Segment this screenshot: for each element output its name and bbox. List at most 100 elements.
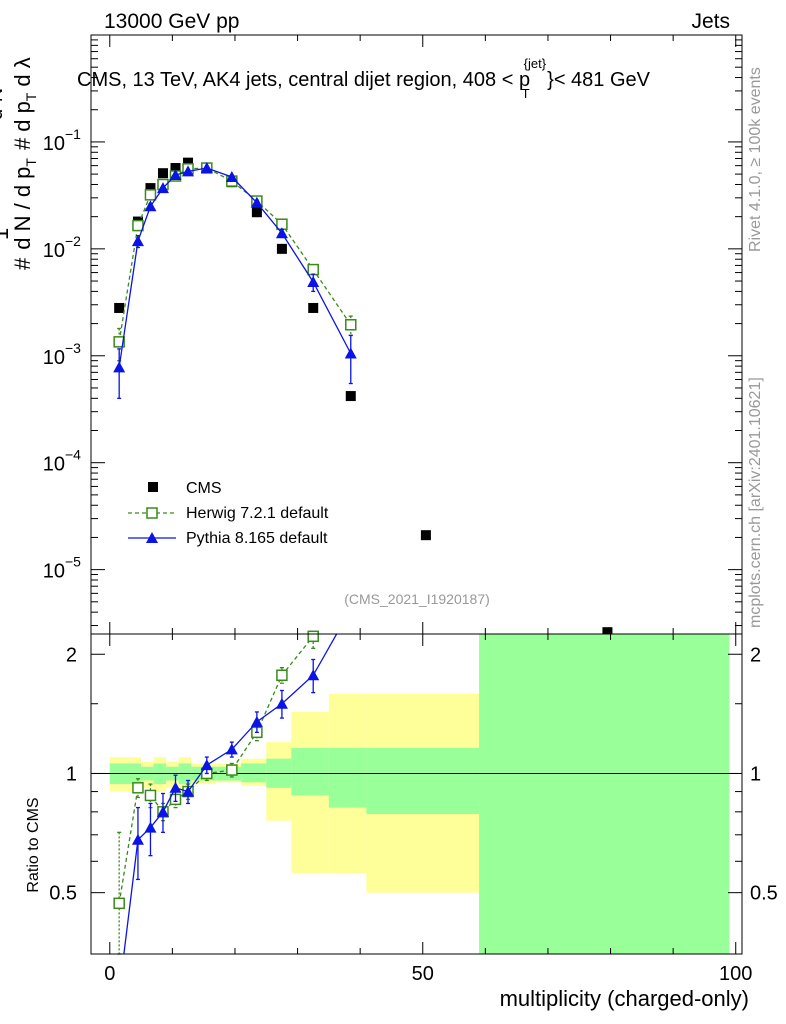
cms-data-point xyxy=(602,627,613,638)
ylabel-upper-text: #d N / d pT#d pTd λ xyxy=(10,57,39,270)
pythia-ratio-marker xyxy=(225,743,238,755)
cms-data-point xyxy=(251,207,262,218)
main-panel: 10−510−410−310−210−1 xyxy=(43,34,743,638)
main-ytick-exponent: −4 xyxy=(65,447,81,463)
main-ytick-exponent: −3 xyxy=(65,340,81,356)
ratio-stat-band xyxy=(479,634,730,954)
series-line xyxy=(118,167,352,342)
legend: CMS Herwig 7.2.1 default Pythia 8.165 defa… xyxy=(128,480,329,547)
pythia-marker xyxy=(131,235,144,247)
herwig-ratio-marker xyxy=(113,897,125,910)
legend-herwig-marker xyxy=(146,507,158,519)
chart-title: CMS, 13 TeV, AK4 jets, central dijet reg… xyxy=(77,51,651,103)
ratio-panel: 0.5 0.5 1 1 2 2 0 50 100 xyxy=(49,630,778,985)
ratio-ytick-label-right: 1 xyxy=(750,763,761,785)
herwig-marker xyxy=(132,219,144,232)
ylabel-hash1: # xyxy=(10,257,35,270)
pythia-ratio-marker xyxy=(250,715,263,727)
ylabel-lower: Ratio to CMS xyxy=(25,797,42,892)
main-ytick-label: 10 xyxy=(43,133,65,155)
main-ytick-label: 10 xyxy=(43,561,65,583)
pythia-ratio-marker xyxy=(275,697,288,709)
series-line xyxy=(118,167,352,368)
cms-data-point xyxy=(420,530,431,541)
chart-title-sup: {jet} xyxy=(524,56,547,71)
ratio-ytick-label: 0.5 xyxy=(49,883,77,905)
ylabel-upper: #d N / d pT#d pTd λ 1 d²N xyxy=(0,57,39,270)
pythia-marker xyxy=(113,361,126,373)
header-left: 13000 GeV pp xyxy=(104,10,239,33)
pythia-marker xyxy=(225,170,238,182)
pythia-ratio-marker xyxy=(200,759,213,771)
chart-title-var: p xyxy=(519,69,530,91)
pythia-marker xyxy=(344,347,357,359)
header-right: Jets xyxy=(691,10,730,33)
cms-data-point xyxy=(157,168,168,179)
pythia-ratio-marker xyxy=(144,821,157,833)
ylabel-sub1: T xyxy=(23,158,39,167)
chart-title-tail: }< 481 GeV xyxy=(547,69,651,91)
ylabel-frac1: d N / d p xyxy=(10,167,35,250)
ratio-stat-band xyxy=(366,747,480,814)
xtick-label: 100 xyxy=(719,963,752,985)
cms-data-point xyxy=(114,302,125,313)
ratio-ytick-label-right: 2 xyxy=(750,644,761,666)
ylabel-frac2: d p xyxy=(10,101,35,132)
pythia-ratio-marker xyxy=(156,805,169,817)
main-ytick-label: 10 xyxy=(43,347,65,369)
legend-series-label: Herwig 7.2.1 default xyxy=(186,505,329,522)
ylabel-one: 1 xyxy=(0,228,13,240)
legend-cms-marker xyxy=(148,482,158,492)
cms-data-point xyxy=(345,391,356,402)
pythia-marker xyxy=(144,200,157,212)
herwig-ratio-marker xyxy=(307,630,319,643)
herwig-ratio-marker xyxy=(132,782,144,794)
pythia-marker xyxy=(250,196,263,208)
cms-data-point xyxy=(308,302,319,313)
pythia-marker xyxy=(200,162,213,174)
main-ytick-exponent: −2 xyxy=(65,233,81,249)
legend-series-label: Pythia 8.165 default xyxy=(186,530,328,547)
ratio-ytick-label-right: 0.5 xyxy=(750,883,778,905)
ylabel-sub2: T xyxy=(23,92,39,101)
main-ytick-exponent: −1 xyxy=(65,126,81,142)
herwig-ratio-marker xyxy=(276,669,288,682)
cms-data-point xyxy=(170,163,181,174)
herwig-ratio-marker xyxy=(144,789,157,802)
cms-data-point xyxy=(145,183,156,194)
cms-data-point xyxy=(276,243,287,254)
legend-pythia-marker xyxy=(146,532,158,543)
pythia-marker xyxy=(169,169,182,181)
main-ytick-label: 10 xyxy=(43,454,65,476)
ylabel-d2n: d²N xyxy=(0,88,7,120)
cms-data-point xyxy=(183,157,194,168)
xtick-label: 0 xyxy=(104,963,115,985)
rivet-label: Rivet 4.1.0, ≥ 100k events xyxy=(747,67,764,252)
chart-title-sub: T xyxy=(522,86,530,101)
herwig-marker xyxy=(345,319,357,331)
pythia-marker xyxy=(182,165,195,177)
analysis-tag: (CMS_2021_I1920187) xyxy=(344,591,490,607)
ratio-stat-band xyxy=(291,747,329,796)
pythia-marker xyxy=(275,227,288,239)
pythia-marker xyxy=(156,182,169,194)
xtick-label: 50 xyxy=(412,963,434,985)
xlabel: multiplicity (charged-only) xyxy=(500,986,749,1011)
chart-title-main: CMS, 13 TeV, AK4 jets, central dijet reg… xyxy=(77,69,513,91)
ratio-ytick-label: 1 xyxy=(66,763,77,785)
herwig-marker xyxy=(307,263,319,276)
ratio-frame xyxy=(90,633,743,955)
main-ytick-label: 10 xyxy=(43,240,65,262)
herwig-marker xyxy=(113,336,125,348)
ylabel-hash2: # xyxy=(10,137,35,150)
main-ytick-exponent: −5 xyxy=(65,554,81,570)
herwig-marker xyxy=(144,189,157,201)
pythia-ratio-marker xyxy=(182,785,195,797)
pythia-ratio-marker xyxy=(307,669,320,681)
ylabel-dl: d λ xyxy=(10,57,35,86)
mcplots-label: mcplots.cern.ch [arXiv:2401.10621] xyxy=(747,377,764,628)
legend-cms-label: CMS xyxy=(186,480,222,497)
pythia-ratio-marker xyxy=(131,833,144,845)
pythia-marker xyxy=(307,275,320,287)
